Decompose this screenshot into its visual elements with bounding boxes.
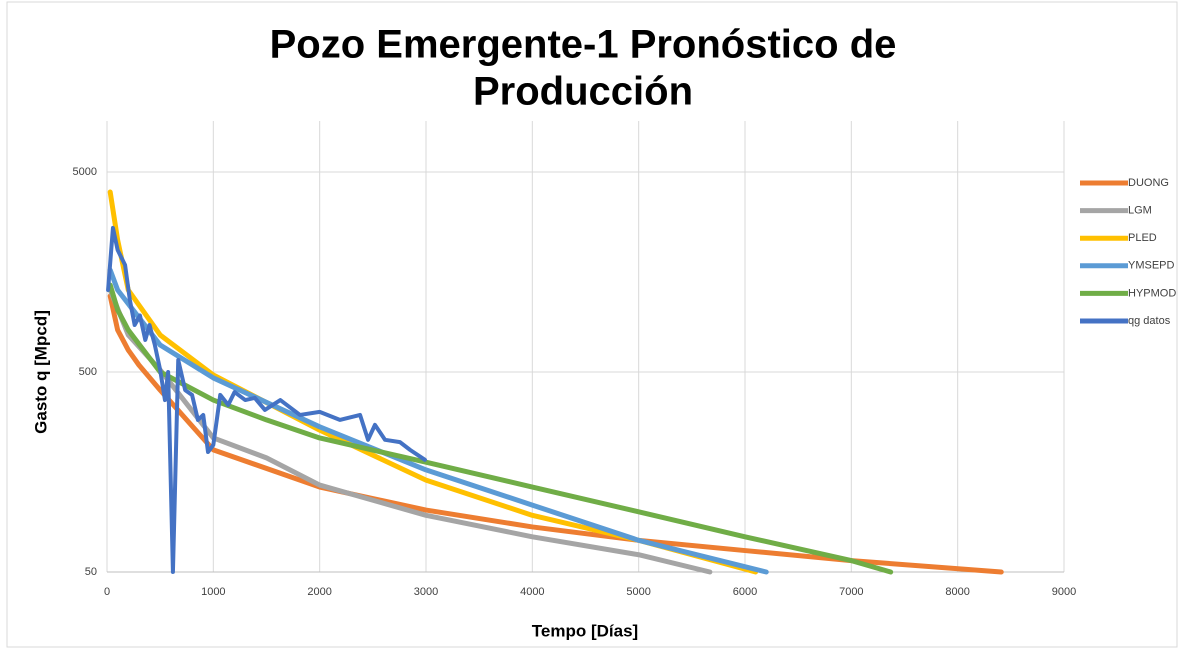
legend-label: qg datos — [1128, 315, 1171, 327]
x-tick-label: 9000 — [1052, 586, 1076, 598]
series-line — [107, 287, 713, 575]
chart-title: Pozo Emergente-1 Pronóstico de — [270, 23, 897, 67]
y-tick-label: 500 — [79, 366, 97, 378]
legend-label: YMSEPD — [1128, 260, 1175, 272]
y-tick-label: 5000 — [73, 166, 97, 178]
legend-label: LGM — [1128, 205, 1152, 217]
x-tick-label: 5000 — [626, 586, 650, 598]
x-tick-label: 4000 — [520, 586, 544, 598]
x-tick-label: 7000 — [839, 586, 863, 598]
x-tick-label: 8000 — [945, 586, 969, 598]
legend-label: DUONG — [1128, 177, 1169, 189]
series-line — [106, 225, 427, 574]
x-tick-label: 1000 — [201, 586, 225, 598]
x-tick-label: 2000 — [307, 586, 331, 598]
chart-title: Producción — [473, 70, 693, 114]
x-axis-title: Tempo [Días] — [532, 621, 638, 640]
series-line — [107, 282, 894, 575]
series-line — [107, 267, 769, 575]
y-tick-label: 50 — [85, 566, 97, 578]
series-line — [107, 293, 1004, 575]
y-axis-title: Gasto q [Mpcd] — [31, 310, 50, 434]
x-tick-label: 3000 — [414, 586, 438, 598]
x-tick-label: 6000 — [733, 586, 757, 598]
legend-label: PLED — [1128, 232, 1157, 244]
x-tick-label: 0 — [104, 586, 110, 598]
legend-label: HYPMOD — [1128, 287, 1176, 299]
chart-border — [6, 1, 1178, 648]
